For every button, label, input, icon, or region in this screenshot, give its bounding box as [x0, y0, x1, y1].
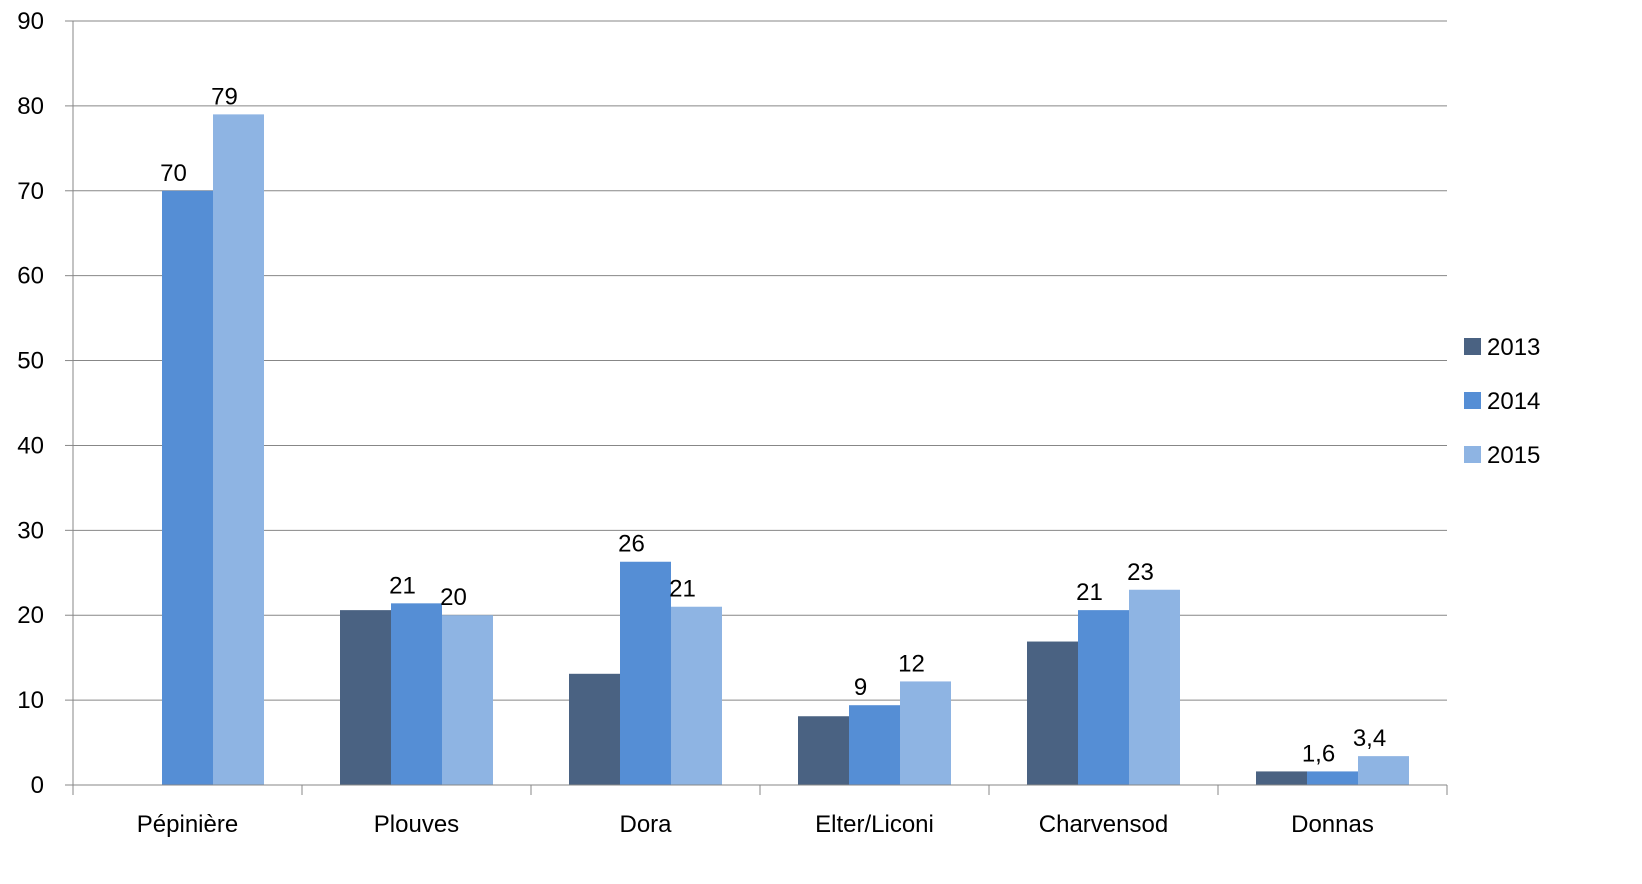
data-label-2014-0: 70: [160, 160, 187, 187]
legend: 2013 2014 2015: [1464, 334, 1540, 469]
y-tick-label: 40: [17, 432, 44, 459]
data-label-2014-1: 21: [389, 572, 416, 599]
axes: 0 10 20 30 40 50 60 70 80 90 Pépinière Plouves Dora E…: [17, 8, 1448, 838]
data-label-2015-4: 23: [1127, 559, 1154, 586]
y-tick-label: 80: [17, 93, 44, 120]
x-tick-label: Plouves: [374, 811, 459, 838]
bar-2013-5: [1256, 771, 1307, 785]
data-label-2015-0: 79: [211, 83, 238, 110]
bar-2014-4: [1078, 610, 1129, 785]
data-label-2014-5: 1,6: [1302, 740, 1335, 767]
bar-2015-1: [442, 615, 493, 785]
legend-label-2013: 2013: [1487, 334, 1540, 361]
bar-2015-5: [1358, 756, 1409, 785]
data-label-2014-2: 26: [618, 531, 645, 558]
bar-2013-4: [1027, 641, 1078, 785]
legend-label-2014: 2014: [1487, 388, 1540, 415]
y-tick-label: 90: [17, 8, 44, 35]
x-tick-label: Charvensod: [1039, 811, 1168, 838]
bar-2014-0: [162, 190, 213, 785]
y-tick-label: 0: [31, 772, 44, 799]
bar-2015-0: [213, 114, 264, 785]
legend-swatch-2014: [1464, 392, 1481, 409]
y-tick-label: 50: [17, 348, 44, 375]
bar-2015-3: [900, 681, 951, 785]
legend-swatch-2015: [1464, 446, 1481, 463]
y-tick-label: 20: [17, 602, 44, 629]
y-tick-label: 60: [17, 263, 44, 290]
bar-2013-2: [569, 673, 620, 785]
y-tick-label: 30: [17, 517, 44, 544]
x-tick-label: Donnas: [1291, 811, 1374, 838]
gridlines: [73, 20, 1447, 701]
bar-2013-3: [798, 716, 849, 785]
data-label-2015-1: 20: [440, 584, 467, 611]
data-label-2014-3: 9: [854, 674, 867, 701]
x-tick-label: Elter/Liconi: [815, 811, 934, 838]
bar-2014-3: [849, 705, 900, 785]
bar-2013-1: [340, 610, 391, 785]
y-tick-label: 10: [17, 687, 44, 714]
legend-swatch-2013: [1464, 338, 1481, 355]
bar-2014-2: [620, 561, 671, 785]
data-labels: 70 79 21 20 26 21 9 12 21 23 1,6 3,4: [160, 83, 1386, 767]
x-tick-label: Pépinière: [137, 811, 238, 838]
data-label-2015-3: 12: [898, 650, 925, 677]
bar-2014-5: [1307, 771, 1358, 785]
y-tick-label: 70: [17, 178, 44, 205]
x-tick-label: Dora: [619, 811, 672, 838]
bar-2015-2: [671, 606, 722, 785]
data-label-2014-4: 21: [1076, 579, 1103, 606]
bar-2014-1: [391, 603, 442, 785]
bars: [162, 114, 1409, 785]
legend-label-2015: 2015: [1487, 442, 1540, 469]
bar-2015-4: [1129, 589, 1180, 785]
data-label-2015-2: 21: [669, 576, 696, 603]
data-label-2015-5: 3,4: [1353, 725, 1386, 752]
